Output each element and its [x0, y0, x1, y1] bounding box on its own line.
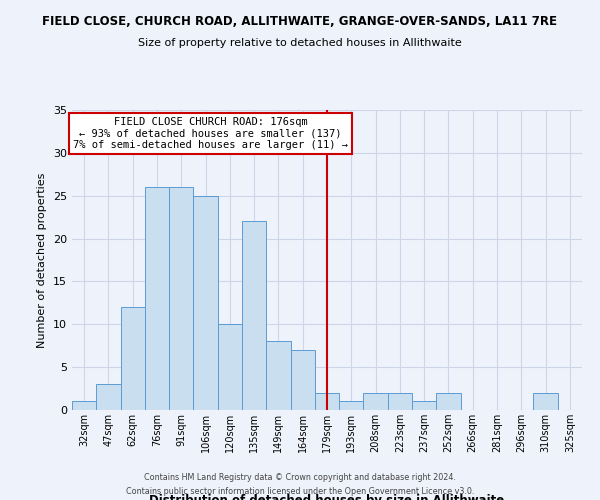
Bar: [388, 393, 412, 410]
Bar: [193, 196, 218, 410]
Bar: [412, 402, 436, 410]
Bar: [242, 222, 266, 410]
Bar: [436, 393, 461, 410]
Y-axis label: Number of detached properties: Number of detached properties: [37, 172, 47, 348]
Bar: [121, 307, 145, 410]
Bar: [364, 393, 388, 410]
Bar: [96, 384, 121, 410]
Bar: [169, 187, 193, 410]
Text: FIELD CLOSE CHURCH ROAD: 176sqm
← 93% of detached houses are smaller (137)
7% of: FIELD CLOSE CHURCH ROAD: 176sqm ← 93% of…: [73, 117, 348, 150]
Bar: [290, 350, 315, 410]
Text: Size of property relative to detached houses in Allithwaite: Size of property relative to detached ho…: [138, 38, 462, 48]
Bar: [266, 342, 290, 410]
Bar: [339, 402, 364, 410]
Bar: [315, 393, 339, 410]
Bar: [145, 187, 169, 410]
Bar: [72, 402, 96, 410]
Text: Contains public sector information licensed under the Open Government Licence v3: Contains public sector information licen…: [126, 486, 474, 496]
X-axis label: Distribution of detached houses by size in Allithwaite: Distribution of detached houses by size …: [149, 494, 505, 500]
Text: FIELD CLOSE, CHURCH ROAD, ALLITHWAITE, GRANGE-OVER-SANDS, LA11 7RE: FIELD CLOSE, CHURCH ROAD, ALLITHWAITE, G…: [43, 15, 557, 28]
Bar: [218, 324, 242, 410]
Text: Contains HM Land Registry data © Crown copyright and database right 2024.: Contains HM Land Registry data © Crown c…: [144, 473, 456, 482]
Bar: [533, 393, 558, 410]
